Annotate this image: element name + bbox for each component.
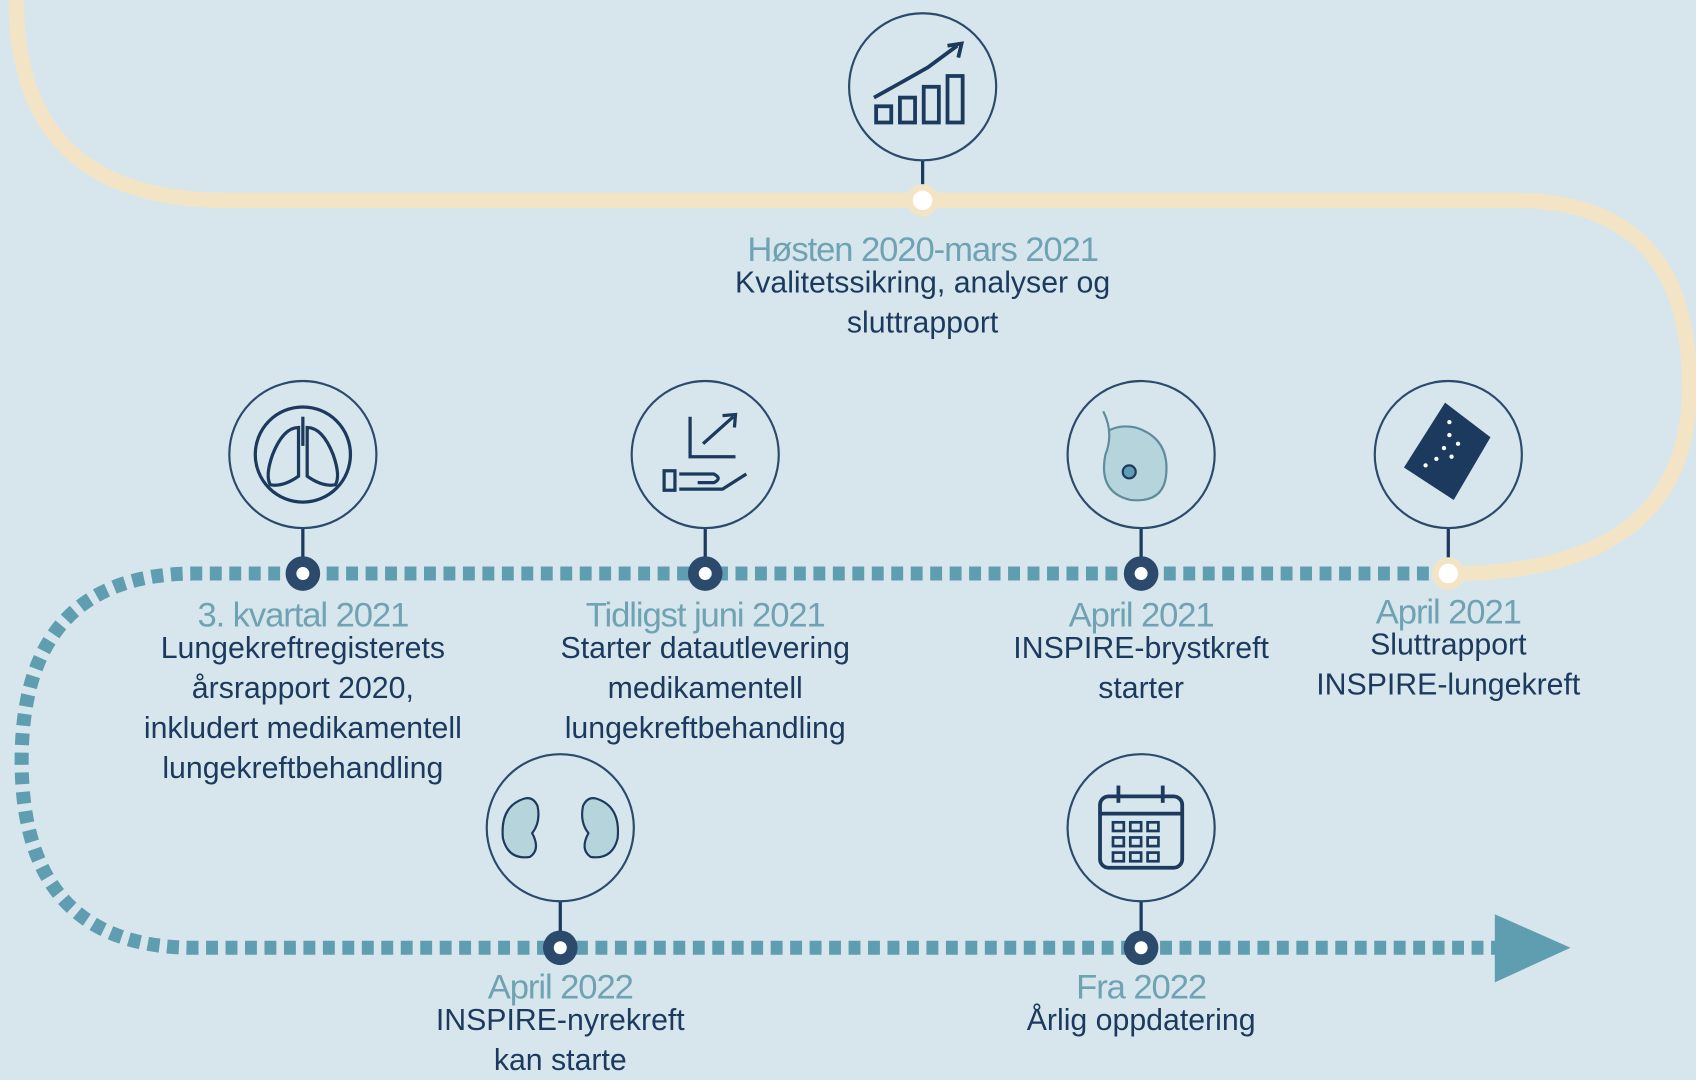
event-description: medikamentell [608, 672, 803, 705]
past-path [8, 0, 1696, 582]
event-description: Kvalitetssikring, analyser og [735, 266, 1110, 299]
event-date: Høsten 2020-mars 2021 [747, 231, 1098, 269]
node [1432, 557, 1465, 590]
calendar-icon [1098, 785, 1185, 870]
event-date: April 2021 [1069, 597, 1214, 635]
event-date: Tidligst juni 2021 [586, 597, 825, 635]
event-description: årsrapport 2020, [192, 672, 414, 705]
lungs-icon [253, 405, 353, 504]
event-description: lungekreftbehandling [162, 752, 443, 785]
node [906, 184, 939, 217]
event-date: April 2022 [488, 969, 633, 1007]
node-center [1134, 941, 1148, 955]
event-description: Lungekreftregisterets [161, 632, 445, 665]
icon-ring [630, 379, 780, 530]
arrow-head [1494, 914, 1571, 983]
node-center [1134, 567, 1148, 581]
event-description: Årlig oppdatering [1027, 1004, 1256, 1037]
future-path [14, 566, 1499, 955]
icon-ring [1373, 379, 1523, 530]
icon-ring [1066, 379, 1216, 530]
icons [253, 41, 1491, 870]
event-description: kan starte [494, 1044, 627, 1077]
icon-ring [848, 12, 998, 162]
icon-ring [485, 753, 635, 903]
event-description: starter [1098, 672, 1184, 705]
hand-chart-icon [662, 412, 748, 492]
event-description: Sluttrapport [1370, 629, 1527, 662]
event-description: INSPIRE-brystkreft [1013, 632, 1269, 665]
xray-icon [1403, 402, 1491, 500]
breast-icon [1102, 410, 1168, 502]
event-description: inkludert medikamentell [144, 712, 462, 745]
event-date: April 2021 [1376, 593, 1521, 631]
event-description: Starter datautlevering [561, 632, 850, 665]
event-description: lungekreftbehandling [565, 712, 846, 745]
event-date: Fra 2022 [1076, 969, 1206, 1007]
kidney-icon [501, 797, 620, 859]
node-center [698, 567, 712, 581]
event-description: INSPIRE-lungekreft [1316, 669, 1581, 702]
event-description: INSPIRE-nyrekreft [436, 1004, 685, 1037]
icon-ring [1066, 753, 1216, 903]
icon-ring [228, 379, 378, 530]
event-description: sluttrapport [847, 306, 999, 339]
event-date: 3. kvartal 2021 [197, 597, 408, 635]
node-center [296, 567, 310, 581]
chart-icon [873, 41, 965, 125]
node-center [553, 941, 567, 955]
